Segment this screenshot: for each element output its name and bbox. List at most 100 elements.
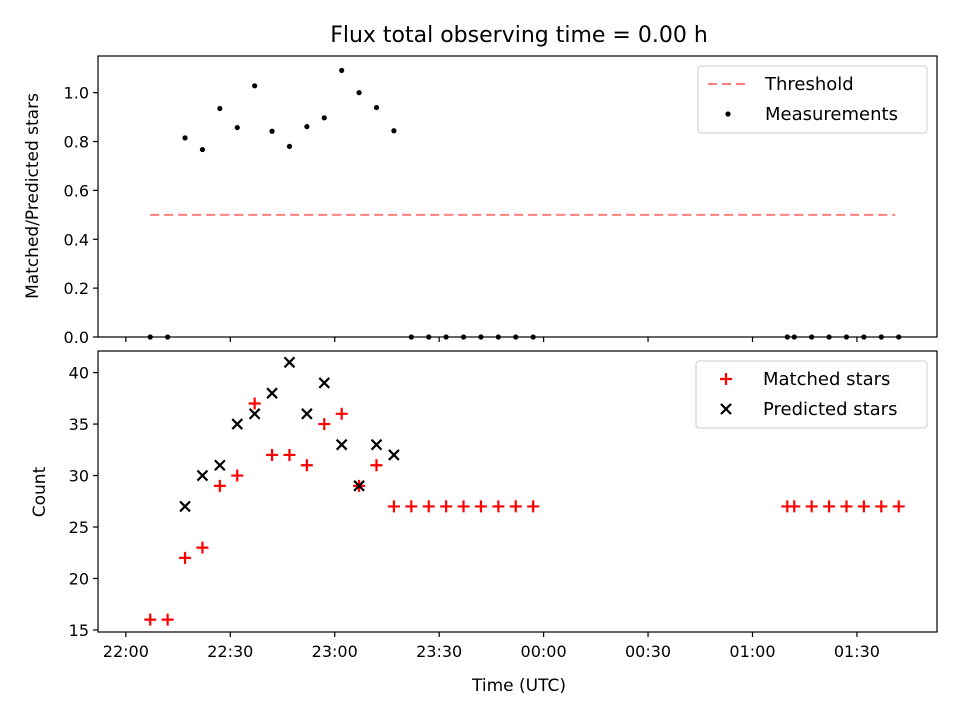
matched-star-point (788, 500, 801, 513)
x-axis-label: Time (UTC) (471, 676, 566, 696)
panel-ratio-legend: Threshold Measurements (697, 65, 928, 134)
panel-ratio-x-ticks (125, 337, 858, 342)
predicted-star-point (283, 356, 296, 369)
measurement-point (426, 334, 432, 340)
measurements-series (147, 67, 902, 340)
predicted-star-point (301, 408, 313, 420)
predicted-stars-series (179, 356, 400, 513)
y-tick-label: 40 (69, 364, 89, 383)
measurement-point (356, 90, 362, 96)
predicted-star-point (266, 387, 278, 399)
x-tick-label: 22:00 (103, 642, 149, 661)
measurement-point (878, 334, 884, 340)
y-tick-label: 0.6 (64, 181, 89, 200)
measurement-point (147, 334, 153, 340)
legend-matched-label: Matched stars (763, 369, 890, 390)
measurement-point (339, 67, 345, 74)
matched-star-point (875, 500, 888, 513)
measurement-point (234, 124, 240, 131)
measurement-point (460, 334, 467, 340)
matched-star-point (840, 500, 853, 513)
matched-star-point (161, 613, 174, 626)
measurement-point (478, 334, 484, 340)
matched-star-point (492, 500, 505, 513)
measurement-point (513, 334, 519, 340)
measurement-point (408, 334, 414, 340)
matched-star-point (892, 500, 905, 513)
matched-star-point (335, 407, 348, 420)
legend-measurements-swatch (725, 111, 731, 117)
matched-star-point (213, 479, 226, 492)
measurement-point (286, 143, 293, 150)
panel-count-y-ticks: 15 20 25 30 35 40 (69, 364, 98, 640)
matched-star-point (370, 459, 383, 472)
matched-stars-series (144, 397, 905, 626)
panel-count-x-ticks: 22:00 22:30 23:00 23:30 00:00 00:30 01:00 01:30 (103, 632, 880, 661)
x-tick-label: 22:30 (207, 642, 253, 661)
matched-star-point (823, 500, 836, 513)
matched-star-point (144, 613, 157, 626)
matched-star-point (266, 448, 279, 461)
measurement-point (373, 104, 380, 111)
y-tick-label: 1.0 (64, 84, 89, 103)
measurement-point (809, 334, 815, 340)
panel-ratio-y-label: Matched/Predicted stars (23, 93, 43, 299)
predicted-star-point (248, 408, 261, 420)
panel-ratio-y-ticks: 0.0 0.2 0.4 0.6 0.8 1.0 (64, 84, 98, 347)
matched-star-point (422, 500, 435, 513)
y-tick-label: 25 (69, 518, 89, 537)
measurement-point (217, 105, 223, 112)
measurement-point (199, 146, 206, 153)
measurement-point (791, 334, 797, 340)
predicted-star-point (370, 438, 383, 451)
predicted-star-point (335, 438, 348, 451)
matched-star-point (805, 500, 818, 513)
predicted-star-point (353, 480, 365, 492)
predicted-star-point (179, 500, 191, 513)
predicted-star-point (318, 377, 331, 389)
measurement-point (321, 115, 327, 121)
measurement-point (252, 83, 258, 89)
measurement-point (269, 128, 275, 134)
legend-measurements-label: Measurements (765, 104, 898, 125)
matched-star-point (318, 418, 331, 431)
matched-star-point (231, 469, 244, 482)
y-tick-label: 0.2 (64, 279, 89, 298)
panel-count-frame (97, 350, 938, 633)
chart-title: Flux total observing time = 0.00 h (330, 23, 708, 48)
predicted-star-point (214, 459, 226, 472)
x-tick-label: 01:30 (834, 642, 880, 661)
predicted-star-point (388, 449, 400, 461)
measurement-point (443, 334, 449, 340)
x-tick-label: 01:00 (729, 642, 775, 661)
predicted-star-point (231, 418, 244, 430)
panel-count-y-label: Count (30, 466, 50, 517)
measurement-point (896, 334, 902, 340)
measurement-point (826, 334, 832, 340)
matched-star-point (527, 500, 540, 513)
matched-star-point (857, 500, 870, 513)
matched-star-point (457, 500, 470, 513)
y-tick-label: 20 (69, 569, 89, 588)
panel-count: 15 20 25 30 35 40 22:00 22:30 23:00 23:30 00:00 00… (30, 350, 938, 696)
measurement-point (182, 135, 188, 141)
legend-matched-swatch (720, 373, 732, 385)
x-tick-label: 23:30 (416, 642, 462, 661)
y-tick-label: 0.4 (64, 230, 89, 249)
y-tick-label: 0.8 (64, 133, 89, 152)
matched-star-point (196, 541, 209, 554)
panel-ratio-legend-box (697, 65, 928, 134)
y-tick-label: 0.0 (64, 328, 89, 347)
x-tick-label: 00:00 (521, 642, 567, 661)
matched-star-point (440, 500, 453, 513)
y-tick-label: 35 (69, 415, 89, 434)
measurement-point (843, 334, 850, 340)
measurement-point (495, 334, 501, 340)
y-tick-label: 30 (69, 467, 89, 486)
panel-count-legend: Matched stars Predicted stars (695, 360, 928, 429)
matched-star-point (474, 500, 487, 513)
measurement-point (861, 334, 867, 340)
matched-star-point (387, 500, 400, 513)
legend-predicted-label: Predicted stars (763, 399, 897, 420)
